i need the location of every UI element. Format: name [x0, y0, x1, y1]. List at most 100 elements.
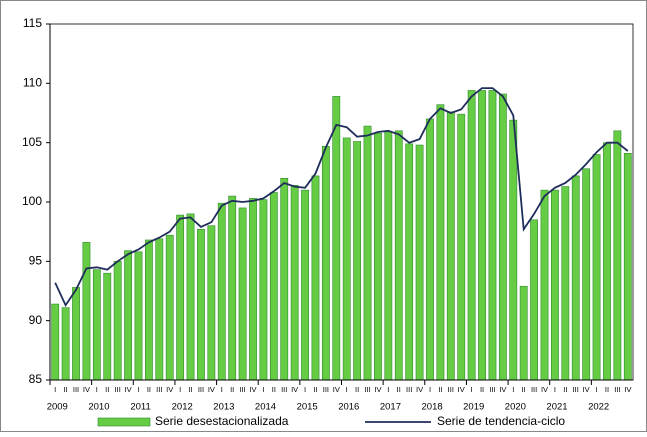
bar	[342, 137, 351, 381]
y-tick-label: 90	[29, 313, 43, 327]
y-tick-label: 95	[29, 254, 43, 268]
bar	[61, 307, 70, 381]
bar	[394, 130, 403, 381]
bar	[426, 118, 434, 381]
x-tick-label: II	[355, 385, 359, 394]
bar	[145, 239, 153, 381]
legend-swatch	[97, 417, 151, 427]
bar	[176, 214, 185, 381]
x-tick-label: I	[512, 385, 514, 394]
bar	[92, 269, 101, 381]
year-label: 2015	[297, 402, 318, 413]
x-tick-label: II	[522, 385, 526, 394]
bar	[623, 153, 632, 381]
x-tick-label: II	[147, 385, 151, 394]
x-tick-label: I	[387, 385, 389, 394]
year-label: 2022	[588, 402, 609, 413]
x-tick-label: III	[198, 385, 204, 394]
year-label: 2021	[546, 402, 567, 413]
bar	[467, 90, 476, 381]
bar	[124, 250, 132, 381]
bar	[301, 189, 309, 381]
bar	[82, 242, 91, 381]
bar	[228, 195, 237, 381]
x-tick-label: III	[156, 385, 162, 394]
bar	[498, 93, 507, 381]
x-tick-label: II	[480, 385, 484, 394]
y-tick-label: 105	[22, 135, 42, 149]
x-tick-label: II	[438, 385, 442, 394]
bar	[259, 199, 268, 381]
bar	[197, 228, 205, 381]
x-tick-label: IV	[624, 385, 631, 394]
x-tick-label: IV	[541, 385, 548, 394]
x-tick-label: IV	[291, 385, 298, 394]
bar	[488, 90, 497, 381]
bar	[561, 186, 570, 381]
bar	[321, 145, 330, 381]
bar	[207, 225, 216, 381]
bar	[519, 285, 528, 381]
bar	[478, 90, 486, 381]
bar	[571, 175, 580, 381]
y-tick-label: 100	[22, 194, 42, 208]
x-tick-label: III	[489, 385, 495, 394]
x-tick-label: II	[272, 385, 276, 394]
x-tick-label: II	[397, 385, 401, 394]
x-tick-label: I	[471, 385, 473, 394]
bar	[613, 130, 622, 381]
x-tick-label: II	[563, 385, 567, 394]
year-label: 2011	[130, 402, 150, 413]
x-tick-label: III	[406, 385, 412, 394]
x-tick-label: IV	[125, 385, 132, 394]
x-tick-label: IV	[333, 385, 340, 394]
x-tick-label: I	[429, 385, 431, 394]
x-tick-label: IV	[83, 385, 90, 394]
bar	[415, 144, 424, 381]
bar	[446, 111, 455, 381]
x-tick-label: IV	[499, 385, 506, 394]
bar	[280, 177, 289, 381]
bar	[134, 251, 143, 381]
x-tick-label: IV	[249, 385, 256, 394]
x-tick-label: III	[73, 385, 79, 394]
bar	[509, 119, 518, 381]
x-tick-label: IV	[208, 385, 215, 394]
year-label: 2020	[505, 402, 526, 413]
bar	[113, 261, 122, 381]
bar	[436, 104, 445, 381]
bar	[592, 154, 601, 381]
legend-label: Serie de tendencia-ciclo	[437, 414, 565, 428]
bar	[269, 192, 278, 381]
y-tick-label: 85	[29, 372, 43, 386]
bar	[165, 234, 174, 381]
year-label: 2009	[47, 402, 68, 413]
year-label: 2012	[172, 402, 193, 413]
year-label: 2013	[213, 402, 234, 413]
legend-label: Serie desestacionalizada	[155, 414, 289, 428]
bar	[405, 143, 414, 381]
x-tick-label: IV	[166, 385, 173, 394]
x-tick-label: IV	[374, 385, 381, 394]
bar	[103, 272, 112, 381]
x-tick-label: I	[221, 385, 223, 394]
bar	[155, 238, 164, 381]
year-label: 2016	[338, 402, 359, 413]
x-tick-label: II	[188, 385, 192, 394]
x-tick-label: III	[239, 385, 245, 394]
x-tick-label: III	[573, 385, 579, 394]
bar	[353, 141, 362, 381]
x-tick-label: II	[605, 385, 609, 394]
x-tick-label: I	[137, 385, 139, 394]
bar	[363, 125, 372, 381]
bar	[374, 132, 382, 381]
x-tick-label: III	[364, 385, 370, 394]
bar	[290, 185, 299, 381]
x-tick-label: III	[323, 385, 329, 394]
bar	[457, 113, 466, 381]
year-label: 2019	[463, 402, 484, 413]
x-tick-label: IV	[458, 385, 465, 394]
trend-line	[54, 87, 629, 308]
bar	[582, 168, 591, 381]
